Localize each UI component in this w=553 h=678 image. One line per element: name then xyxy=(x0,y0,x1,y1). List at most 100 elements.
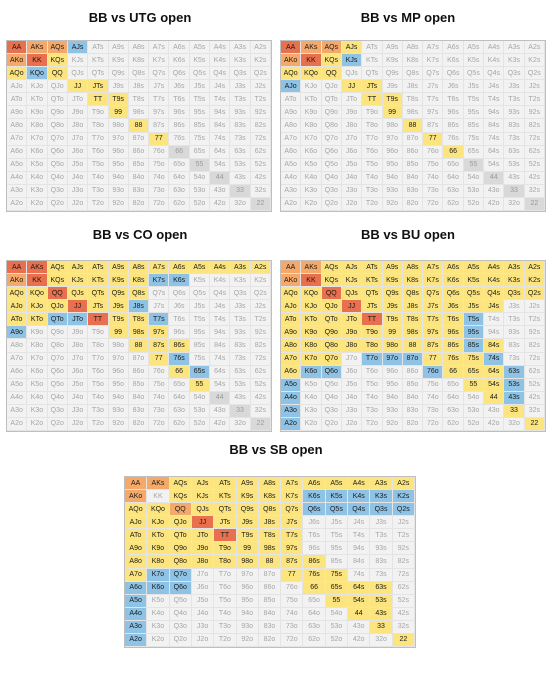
hand-cell-aqo: AQo xyxy=(7,67,28,81)
hand-cell-92o: 92o xyxy=(108,197,129,211)
hand-cell-97s: 97s xyxy=(423,326,444,340)
hand-cell-53o: 53o xyxy=(463,404,485,418)
hand-cell-k4s: K4s xyxy=(210,274,231,288)
hand-cell-73o: 73o xyxy=(149,184,170,198)
hand-cell-jto: JTo xyxy=(341,313,363,327)
hand-cell-85o: 85o xyxy=(258,594,282,608)
hand-cell-a2o: A2o xyxy=(7,417,28,431)
hand-cell-qjo: QJo xyxy=(47,300,68,314)
hand-cell-qq: QQ xyxy=(321,287,342,301)
hand-cell-k9s: K9s xyxy=(382,274,403,288)
hand-cell-j6o: J6o xyxy=(191,581,215,595)
hand-cell-k3s: K3s xyxy=(504,274,525,288)
hand-cell-a9s: A9s xyxy=(236,477,259,491)
hand-cell-j9s: J9s xyxy=(382,80,403,94)
hand-cell-a6o: A6o xyxy=(7,365,28,379)
chart-title-bu: BB vs BU open xyxy=(361,227,455,242)
hand-cell-83s: 83s xyxy=(230,339,251,353)
hand-cell-t8s: T8s xyxy=(402,93,424,107)
hand-cell-32o: 32o xyxy=(504,197,525,211)
hand-cell-k8s: K8s xyxy=(402,54,424,68)
hand-cell-44: 44 xyxy=(348,607,371,621)
hand-cell-54o: 54o xyxy=(463,171,485,185)
hand-cell-66: 66 xyxy=(443,365,464,379)
hand-cell-jts: JTs xyxy=(362,300,383,314)
hand-cell-84o: 84o xyxy=(128,171,150,185)
hand-cell-73o: 73o xyxy=(149,404,170,418)
hand-cell-a4o: A4o xyxy=(7,171,28,185)
hand-cell-83s: 83s xyxy=(504,339,525,353)
hand-cell-k4s: K4s xyxy=(484,54,505,68)
hand-cell-65s: 65s xyxy=(325,581,349,595)
hand-cell-kts: KTs xyxy=(88,54,109,68)
hand-cell-ato: ATo xyxy=(281,313,302,327)
hand-cell-q8s: Q8s xyxy=(128,287,150,301)
hand-cell-q3s: Q3s xyxy=(504,67,525,81)
hand-cell-96o: 96o xyxy=(382,365,403,379)
hand-cell-77: 77 xyxy=(423,132,444,146)
hand-cell-q5s: Q5s xyxy=(189,67,211,81)
hand-cell-a7s: A7s xyxy=(149,261,170,275)
hand-cell-qto: QTo xyxy=(321,313,342,327)
hand-cell-87o: 87o xyxy=(258,568,282,582)
hand-cell-54s: 54s xyxy=(210,378,231,392)
hand-cell-k2s: K2s xyxy=(524,274,545,288)
hand-cell-k5s: K5s xyxy=(189,274,211,288)
hand-cell-75s: 75s xyxy=(189,352,211,366)
hand-cell-j2o: J2o xyxy=(67,417,89,431)
hand-cell-65o: 65o xyxy=(169,378,190,392)
hand-cell-82o: 82o xyxy=(402,417,424,431)
hand-cell-tt: TT xyxy=(214,529,237,543)
hand-cell-t2o: T2o xyxy=(362,197,383,211)
hand-cell-j5o: J5o xyxy=(191,594,215,608)
hand-cell-tt: TT xyxy=(88,93,109,107)
hand-cell-73s: 73s xyxy=(370,568,393,582)
hand-cell-k2o: K2o xyxy=(27,417,48,431)
hand-cell-t2o: T2o xyxy=(88,197,109,211)
hand-cell-62s: 62s xyxy=(524,145,545,159)
hand-cell-53o: 53o xyxy=(463,184,485,198)
hand-cell-k9s: K9s xyxy=(108,54,129,68)
hand-cell-ato: ATo xyxy=(125,529,148,543)
hand-cell-q9o: Q9o xyxy=(47,326,68,340)
hand-cell-t5o: T5o xyxy=(362,158,383,172)
hand-cell-qq: QQ xyxy=(47,67,68,81)
hand-cell-k6s: K6s xyxy=(443,54,464,68)
hand-cell-q8o: Q8o xyxy=(169,555,192,569)
hand-cell-k7o: K7o xyxy=(27,352,48,366)
hand-cell-k8s: K8s xyxy=(128,54,150,68)
hand-cell-ats: ATs xyxy=(88,261,109,275)
hand-cell-kqo: KQo xyxy=(27,287,48,301)
hand-cell-95s: 95s xyxy=(189,106,211,120)
hand-cell-83o: 83o xyxy=(128,184,150,198)
hand-cell-84o: 84o xyxy=(128,391,150,405)
hand-cell-73o: 73o xyxy=(423,184,444,198)
hand-cell-t6o: T6o xyxy=(214,581,237,595)
hand-cell-a2o: A2o xyxy=(281,417,302,431)
hand-cell-j2s: J2s xyxy=(250,80,271,94)
hand-cell-65s: 65s xyxy=(463,365,485,379)
hand-cell-j3s: J3s xyxy=(504,80,525,94)
hand-cell-53s: 53s xyxy=(370,594,393,608)
hand-cell-aks: AKs xyxy=(27,261,48,275)
hand-cell-85o: 85o xyxy=(128,158,150,172)
hand-cell-t8o: T8o xyxy=(88,119,109,133)
hand-cell-j4o: J4o xyxy=(67,391,89,405)
hand-cell-t7s: T7s xyxy=(149,93,170,107)
hand-cell-q9o: Q9o xyxy=(47,106,68,120)
hand-cell-qts: QTs xyxy=(362,287,383,301)
hand-cell-j8s: J8s xyxy=(258,516,282,530)
hand-cell-t8s: T8s xyxy=(128,313,150,327)
hand-cell-k9o: K9o xyxy=(27,106,48,120)
hand-cell-q9s: Q9s xyxy=(382,287,403,301)
hand-cell-a2o: A2o xyxy=(125,633,148,647)
hand-cell-a3o: A3o xyxy=(281,404,302,418)
hand-cell-t8o: T8o xyxy=(362,119,383,133)
hand-cell-22: 22 xyxy=(250,417,271,431)
hand-cell-ajo: AJo xyxy=(125,516,148,530)
hand-cell-q7s: Q7s xyxy=(423,287,444,301)
hand-cell-96s: 96s xyxy=(443,326,464,340)
hand-cell-64o: 64o xyxy=(443,391,464,405)
hand-cell-q3o: Q3o xyxy=(321,184,342,198)
hand-cell-22: 22 xyxy=(392,633,415,647)
